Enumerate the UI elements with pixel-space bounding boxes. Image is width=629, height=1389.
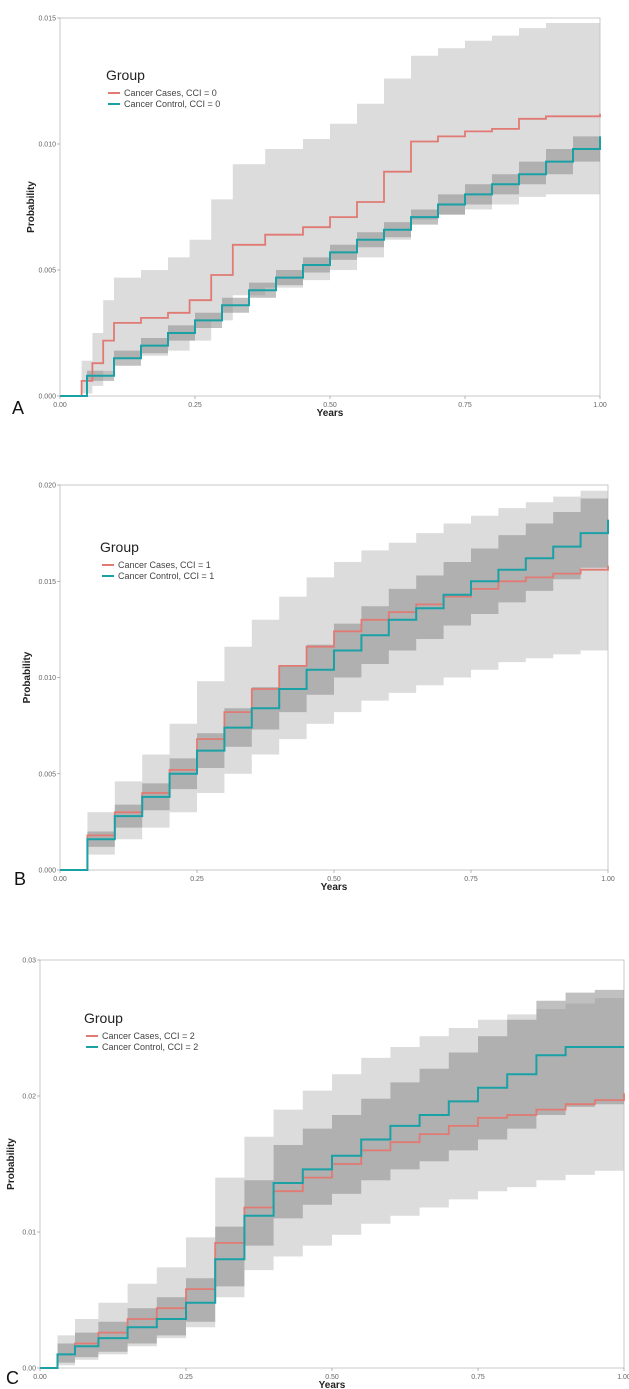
chart-panel-b: 0.00 0.25 0.50 0.75 1.00 0.000 0.005 0.010 0.015… [0,470,629,910]
y-tick-label: 0.015 [38,16,56,23]
x-tick-label: 0.00 [33,1374,47,1381]
x-tick-label: 0.50 [327,876,341,883]
y-axis-title: Probability [26,181,37,233]
y-axis-title: Probability [6,1138,17,1190]
y-tick-label: 0.015 [38,579,56,586]
legend-entry-label: Cancer Cases, CCI = 0 [124,88,217,98]
y-tick-label: 0.005 [38,771,56,778]
legend-entry-label: Cancer Cases, CCI = 1 [118,560,211,570]
x-tick-label: 0.75 [458,402,472,409]
y-tick-label: 0.010 [38,142,56,149]
y-tick-label: 0.01 [22,1230,36,1237]
legend-entry-label: Cancer Control, CCI = 2 [102,1042,198,1052]
x-tick-label: 0.25 [190,876,204,883]
x-tick-label: 0.25 [188,402,202,409]
x-tick-label: 1.00 [617,1374,629,1381]
panel-label-b: B [14,869,27,889]
y-tick-label: 0.005 [38,268,56,275]
legend-title: Group [106,67,145,83]
y-axis-title: Probability [22,651,33,703]
y-tick-label: 0.010 [38,675,56,682]
chart-b-svg: 0.00 0.25 0.50 0.75 1.00 0.000 0.005 0.010 0.015… [22,483,615,894]
confidence-band-series-1 [60,18,600,396]
x-axis-title: Years [321,882,348,893]
legend-title: Group [84,1010,123,1026]
x-axis-title: Years [319,1380,346,1388]
chart-panel-c: 0.00 0.25 0.50 0.75 1.00 0.00 0.01 0.02 0.03 Year… [0,948,629,1389]
legend-entry-label: Cancer Control, CCI = 0 [124,99,220,109]
x-tick-label: 0.25 [179,1374,193,1381]
y-tick-label: 0.000 [38,394,56,401]
chart-a-svg: 0.00 0.25 0.50 0.75 1.00 0.000 0.005 0.010 0.015… [26,16,607,420]
legend-entry-label: Cancer Cases, CCI = 2 [102,1031,195,1041]
series-line-2 [60,519,609,871]
panel-label-a: A [12,398,25,418]
x-tick-label: 1.00 [601,876,615,883]
series-line-1 [60,565,609,871]
series-line-2 [40,1046,624,1369]
x-tick-label: 0.50 [323,402,337,409]
x-tick-label: 0.75 [464,876,478,883]
legend-entry-label: Cancer Control, CCI = 1 [118,571,214,581]
x-tick-label: 0.00 [53,876,67,883]
y-tick-label: 0.000 [38,868,56,875]
series-line-1 [60,113,601,397]
y-tick-label: 0.020 [38,483,56,490]
x-axis-title: Years [317,408,344,419]
panel-label-c: C [6,1368,19,1388]
legend-title: Group [100,539,139,555]
chart-c-svg: 0.00 0.25 0.50 0.75 1.00 0.00 0.01 0.02 0.03 Year… [6,958,629,1389]
series-line-2 [60,136,601,397]
x-tick-label: 0.75 [471,1374,485,1381]
y-tick-label: 0.03 [22,958,36,965]
x-tick-label: 0.50 [325,1374,339,1381]
x-tick-label: 0.00 [53,402,67,409]
chart-panel-a: 0.00 0.25 0.50 0.75 1.00 0.000 0.005 0.010 0.015… [0,0,629,425]
y-tick-label: 0.00 [22,1366,36,1373]
x-tick-label: 1.00 [593,402,607,409]
y-tick-label: 0.02 [22,1094,36,1101]
